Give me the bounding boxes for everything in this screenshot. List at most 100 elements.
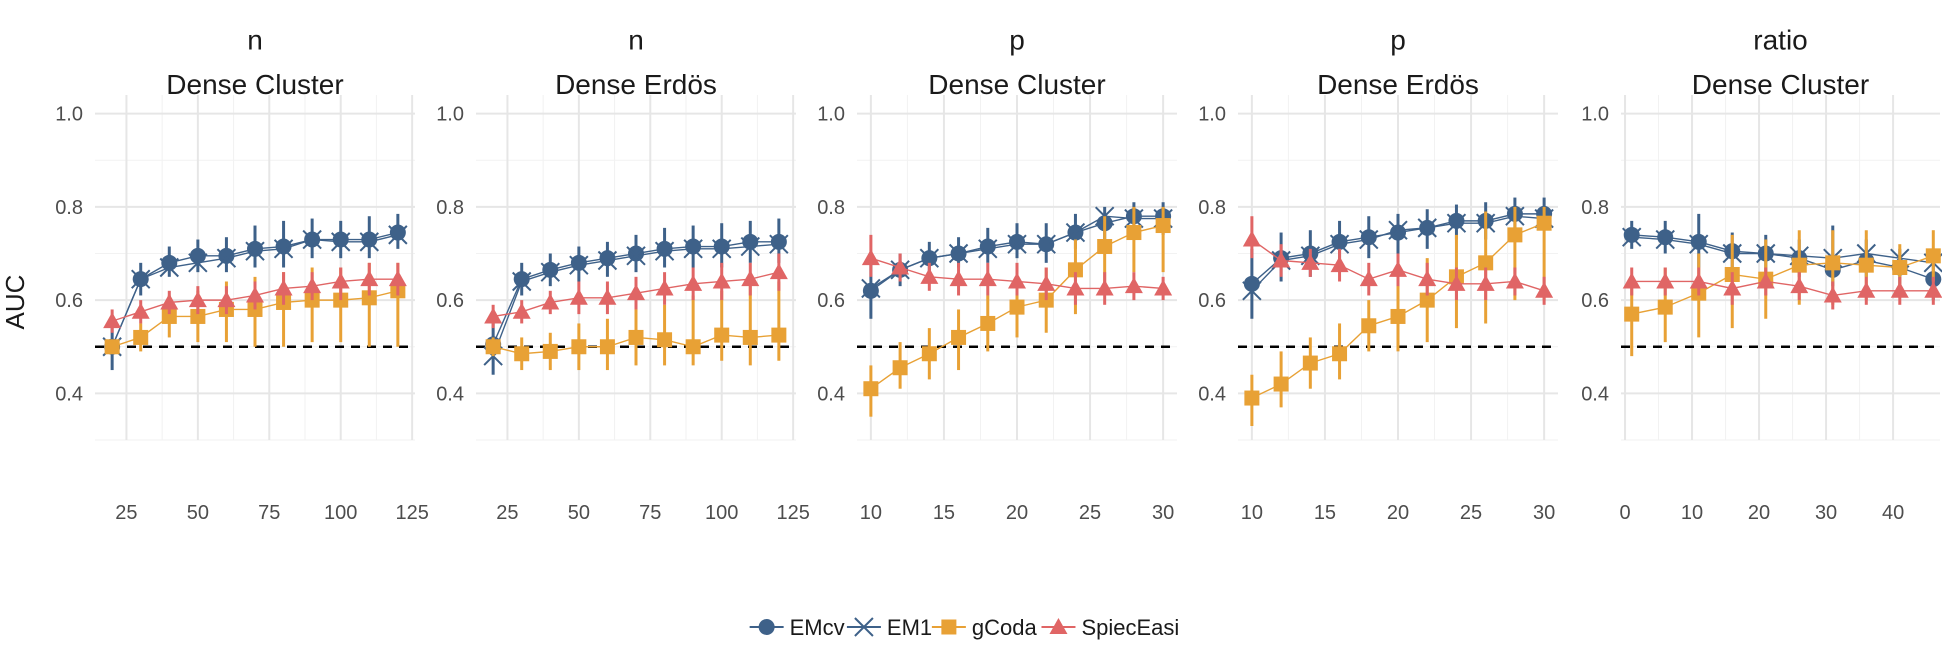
panel-2: n Dense Erdös 0.4 0.6 0.8 1.0 25 50 75 100 125: [436, 24, 810, 524]
data-point: [1066, 279, 1085, 296]
x-tick-label: 10: [1241, 502, 1263, 524]
facet-label-top: n: [628, 24, 644, 55]
facet-label-top: n: [247, 24, 263, 55]
data-point: [484, 307, 503, 324]
y-tick-label: 0.8: [1581, 197, 1609, 219]
x-tick-label: 0: [1619, 502, 1630, 524]
data-point: [131, 302, 150, 319]
data-point: [1097, 239, 1113, 255]
x-tick-label: 40: [1882, 502, 1904, 524]
data-point: [104, 339, 120, 355]
data-point: [978, 270, 997, 287]
data-point: [684, 274, 703, 291]
x-tick-label: 20: [1006, 502, 1028, 524]
x-tick-label: 20: [1387, 502, 1409, 524]
data-point: [361, 290, 377, 306]
data-point: [656, 240, 673, 257]
facet-label-bottom: Dense Erdös: [1317, 69, 1479, 100]
data-point: [1007, 234, 1027, 254]
data-point: [1272, 251, 1291, 268]
data-point: [771, 327, 787, 343]
data-point: [388, 225, 408, 245]
y-tick-label: 0.6: [436, 290, 464, 312]
x-tick-label: 25: [115, 502, 137, 524]
data-point: [275, 238, 292, 255]
x-tick-label: 25: [1460, 502, 1482, 524]
data-point: [303, 277, 322, 294]
data-point: [919, 248, 940, 268]
data-point: [1447, 274, 1466, 291]
x-tick-label: 15: [1314, 502, 1336, 524]
data-point: [599, 339, 615, 355]
data-point: [891, 258, 910, 275]
data-point: [1476, 274, 1495, 291]
series-spieceasi: [1242, 216, 1554, 305]
data-point: [1689, 272, 1708, 289]
data-point: [1036, 234, 1056, 254]
data-point: [1535, 281, 1554, 298]
x-tick-label: 20: [1748, 502, 1770, 524]
panel-3: p Dense Cluster 0.4 0.6 0.8 1.0 10 15 20 25 30: [817, 24, 1177, 524]
data-point: [1825, 255, 1841, 271]
y-tick-label: 1.0: [436, 104, 464, 126]
legend-entry-em1: EM1: [846, 615, 932, 640]
data-point: [1330, 256, 1349, 273]
data-point: [657, 332, 673, 348]
y-tick-label: 1.0: [1581, 104, 1609, 126]
data-point: [980, 315, 996, 331]
data-point: [1332, 346, 1348, 362]
data-point: [331, 272, 350, 289]
x-tick-label: 125: [395, 502, 428, 524]
data-point: [1065, 222, 1086, 243]
legend: EMcv EM1 gCoda SpiecEasi: [749, 615, 1179, 640]
series-line: [1631, 236, 1934, 264]
data-point: [1446, 213, 1467, 233]
data-point: [542, 343, 558, 359]
data-point: [1009, 233, 1025, 250]
x-tick-label: 15: [933, 502, 955, 524]
data-point: [1622, 227, 1642, 247]
series-line: [1631, 280, 1934, 297]
data-point: [359, 232, 379, 252]
data-point: [1657, 299, 1673, 315]
y-tick-label: 0.4: [1198, 383, 1226, 405]
data-point: [332, 231, 349, 248]
data-point: [770, 233, 787, 250]
data-point: [541, 293, 560, 310]
y-tick-label: 0.4: [817, 383, 845, 405]
series-gcoda: [485, 281, 787, 371]
data-point: [485, 339, 501, 355]
data-point: [1536, 215, 1552, 231]
data-point: [1302, 355, 1318, 371]
legend-marker: [758, 619, 775, 635]
x-tick-label: 75: [258, 502, 280, 524]
data-point: [655, 279, 674, 296]
x-tick-label: 100: [324, 502, 357, 524]
y-tick-label: 0.6: [817, 290, 845, 312]
data-point: [1723, 279, 1742, 296]
data-point: [654, 241, 675, 261]
x-tick-label: 30: [1815, 502, 1837, 524]
x-tick-label: 30: [1533, 502, 1555, 524]
data-point: [1656, 272, 1675, 289]
legend-label: SpiecEasi: [1081, 615, 1179, 640]
data-point: [512, 302, 531, 319]
legend-marker: [1049, 618, 1068, 634]
data-point: [1008, 272, 1026, 289]
y-tick-label: 0.4: [55, 383, 83, 405]
x-tick-label: 50: [568, 502, 590, 524]
data-point: [1657, 229, 1674, 246]
data-point: [597, 250, 618, 271]
data-point: [1301, 253, 1320, 270]
data-point: [861, 278, 881, 299]
legend-marker: [941, 619, 957, 635]
x-tick-label: 50: [187, 502, 209, 524]
data-point: [512, 271, 532, 292]
data-point: [1155, 218, 1171, 234]
y-tick-label: 1.0: [55, 104, 83, 126]
data-point: [247, 240, 263, 257]
data-point: [740, 236, 760, 257]
panel-4: p Dense Erdös 0.4 0.6 0.8 1.0 10 15 20 25 30: [1198, 24, 1558, 524]
data-point: [628, 329, 644, 345]
